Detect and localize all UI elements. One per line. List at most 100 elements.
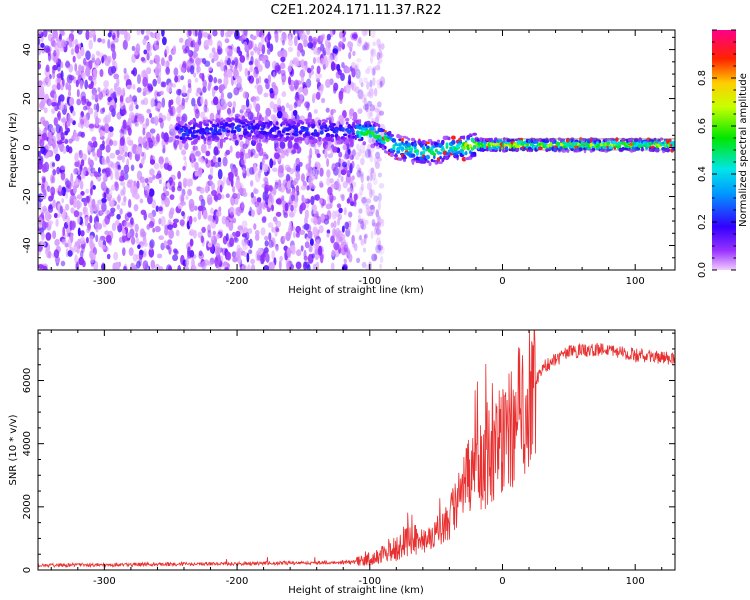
- noise-speckle: [97, 199, 102, 205]
- noise-speckle: [71, 220, 75, 231]
- noise-speckle: [372, 77, 376, 87]
- noise-speckle: [181, 210, 185, 217]
- ridge-point: [330, 138, 335, 143]
- noise-speckle: [204, 185, 209, 194]
- noise-speckle: [143, 242, 148, 247]
- ridge-point: [350, 128, 353, 132]
- noise-speckle: [247, 75, 251, 81]
- noise-speckle: [167, 164, 173, 172]
- y-tick-label: 4000: [22, 431, 33, 456]
- x-tick-label: -200: [226, 576, 249, 587]
- noise-speckle: [379, 263, 383, 269]
- noise-speckle: [109, 201, 115, 208]
- noise-speckle: [38, 132, 43, 141]
- noise-speckle: [242, 242, 248, 251]
- noise-speckle: [97, 52, 104, 57]
- noise-speckle: [190, 150, 196, 161]
- noise-speckle: [158, 117, 163, 123]
- noise-speckle: [167, 224, 174, 230]
- noise-speckle: [39, 89, 45, 100]
- ridge-point: [360, 136, 364, 141]
- noise-speckle: [333, 87, 337, 94]
- noise-speckle: [308, 73, 312, 79]
- ridge-point: [433, 155, 436, 159]
- noise-speckle: [173, 250, 179, 255]
- noise-speckle: [242, 167, 246, 174]
- noise-speckle: [149, 159, 156, 165]
- noise-speckle: [287, 139, 293, 150]
- noise-speckle: [365, 198, 372, 204]
- noise-speckle: [303, 87, 309, 96]
- ridge-point: [192, 139, 196, 145]
- ridge-point: [397, 157, 403, 161]
- noise-speckle: [281, 91, 287, 98]
- noise-speckle: [122, 119, 127, 130]
- noise-speckle: [126, 84, 133, 90]
- noise-speckle: [235, 179, 241, 190]
- noise-speckle: [80, 230, 85, 237]
- noise-speckle: [50, 127, 57, 133]
- noise-speckle: [377, 101, 382, 108]
- noise-speckle: [286, 247, 291, 258]
- noise-speckle: [370, 48, 374, 56]
- noise-speckle: [156, 102, 162, 109]
- noise-speckle: [59, 205, 64, 214]
- snr-marks: [38, 330, 675, 569]
- noise-speckle: [249, 166, 255, 175]
- noise-speckle: [365, 207, 372, 217]
- noise-speckle: [221, 215, 227, 225]
- ridge-point: [211, 131, 216, 137]
- noise-speckle: [187, 78, 192, 86]
- noise-speckle: [357, 89, 364, 100]
- noise-speckle: [90, 30, 95, 36]
- noise-speckle: [205, 158, 209, 165]
- noise-speckle: [154, 225, 161, 233]
- noise-speckle: [286, 180, 291, 190]
- ridge-point: [436, 157, 441, 162]
- noise-speckle: [375, 151, 381, 159]
- noise-speckle: [110, 92, 116, 100]
- noise-speckle: [188, 215, 193, 225]
- noise-speckle: [142, 87, 149, 92]
- noise-speckle: [244, 67, 249, 77]
- noise-speckle: [195, 108, 199, 115]
- noise-speckle: [299, 229, 306, 235]
- noise-speckle: [316, 153, 321, 159]
- noise-speckle: [118, 236, 125, 243]
- noise-speckle: [241, 233, 248, 238]
- noise-speckle: [369, 189, 374, 195]
- noise-speckle: [73, 168, 77, 175]
- noise-speckle: [200, 159, 206, 164]
- ridge-point: [469, 133, 472, 137]
- noise-speckle: [41, 163, 47, 173]
- noise-speckle: [123, 172, 129, 181]
- noise-speckle: [367, 209, 371, 217]
- noise-speckle: [173, 67, 179, 77]
- ridge-point: [275, 121, 279, 126]
- noise-speckle: [46, 185, 51, 193]
- noise-speckle: [116, 30, 120, 39]
- noise-speckle: [46, 98, 52, 107]
- noise-speckle: [369, 204, 375, 210]
- noise-speckle: [120, 181, 126, 186]
- noise-speckle: [133, 185, 138, 195]
- noise-speckle: [330, 108, 337, 114]
- ridge-point: [258, 135, 262, 140]
- noise-speckle: [64, 203, 70, 211]
- noise-speckle: [264, 181, 269, 189]
- noise-speckle: [373, 195, 379, 203]
- noise-speckle: [97, 175, 102, 182]
- noise-speckle: [361, 150, 367, 158]
- noise-speckle: [80, 65, 85, 72]
- noise-speckle: [65, 191, 69, 200]
- noise-speckle: [55, 153, 61, 162]
- ridge-point: [351, 132, 356, 136]
- noise-speckle: [246, 252, 250, 263]
- noise-speckle: [277, 186, 282, 192]
- ridge-point: [451, 135, 456, 140]
- noise-speckle: [102, 140, 105, 146]
- noise-speckle: [195, 150, 201, 157]
- noise-speckle: [97, 37, 102, 43]
- noise-speckle: [359, 186, 364, 196]
- noise-speckle: [228, 221, 234, 231]
